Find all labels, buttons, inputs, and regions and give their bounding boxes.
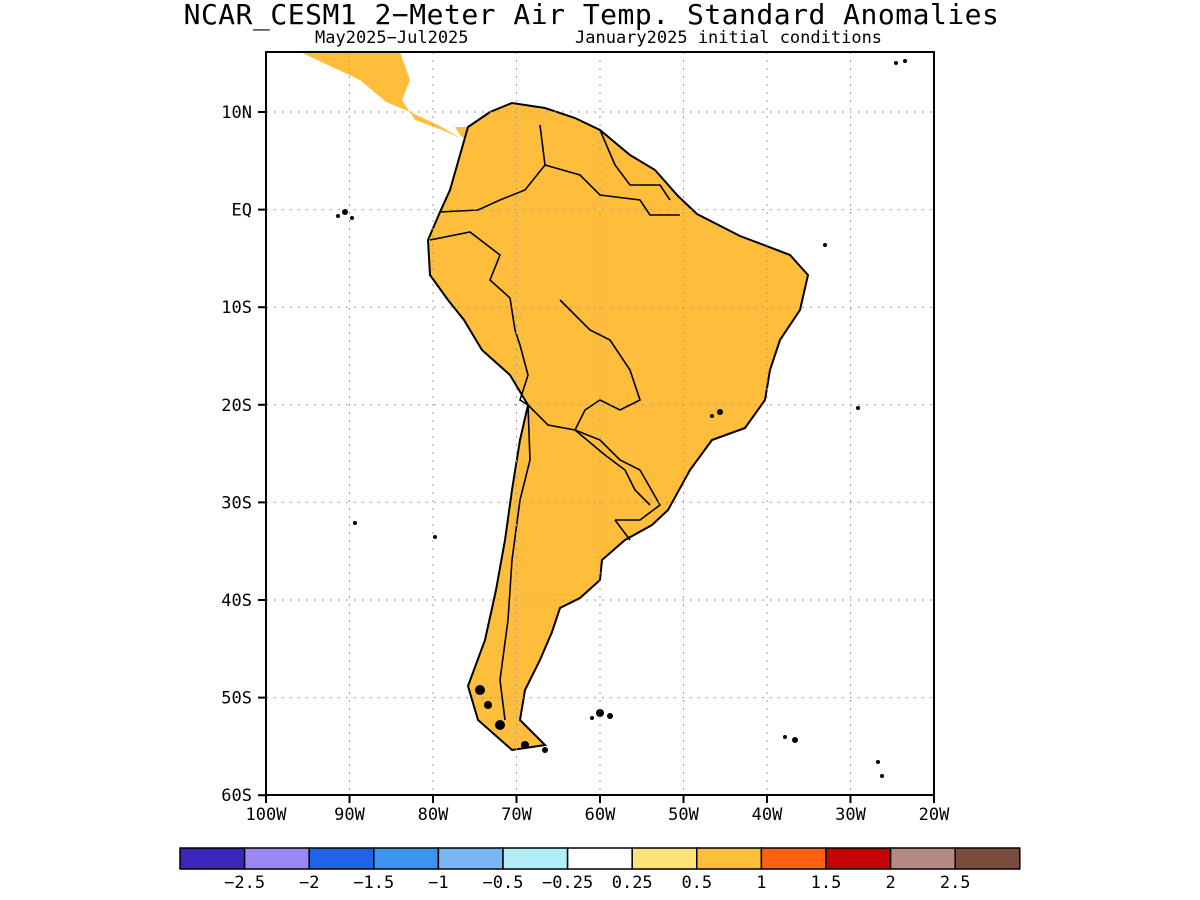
colorbar-swatch	[502, 847, 569, 870]
colorbar-swatch	[696, 847, 763, 870]
islands	[336, 59, 907, 778]
forecast-period: May2025−Jul2025	[315, 28, 469, 48]
map-title: NCAR_CESM1 2−Meter Air Temp. Standard An…	[183, 0, 1000, 31]
lon-label: 40W	[752, 805, 783, 825]
latitude-axis: 10N EQ 10S 20S 30S 40S 50S 60S	[221, 103, 266, 806]
colorbar-swatch	[825, 847, 892, 870]
colorbar-label: −0.5	[483, 873, 524, 893]
colorbar-label: −1.5	[353, 873, 394, 893]
lon-label: 60W	[585, 805, 616, 825]
longitude-axis: 100W 90W 80W 70W 60W 50W 40W 30W 20W	[246, 795, 950, 825]
colorbar-swatch	[308, 847, 375, 870]
lat-label: 20S	[221, 396, 252, 416]
lat-label: 10N	[221, 103, 252, 123]
lon-label: 70W	[501, 805, 532, 825]
colorbar-swatch	[954, 847, 1021, 870]
colorbar-swatch	[889, 847, 956, 870]
lat-label: 10S	[221, 298, 252, 318]
colorbar-swatch	[760, 847, 827, 870]
colorbar-swatch	[179, 847, 246, 870]
colorbar-swatch	[631, 847, 698, 870]
central-america-landmass	[300, 52, 460, 138]
lon-label: 20W	[919, 805, 950, 825]
colorbar-label: 2	[885, 873, 895, 893]
country-borders	[429, 124, 680, 721]
lat-label: 40S	[221, 591, 252, 611]
lat-label: 30S	[221, 493, 252, 513]
colorbar-label: −1	[428, 873, 448, 893]
colorbar-label: −0.25	[542, 873, 593, 893]
colorbar-label: 0.25	[612, 873, 653, 893]
colorbar-swatch	[243, 847, 310, 870]
lon-label: 30W	[835, 805, 866, 825]
colorbar-label: 2.5	[940, 873, 971, 893]
colorbar-swatch	[437, 847, 504, 870]
lon-label: 50W	[668, 805, 699, 825]
colorbar-label: −2.5	[224, 873, 265, 893]
lat-label: 50S	[221, 689, 252, 709]
colorbar-label: 1	[756, 873, 766, 893]
lat-label: EQ	[232, 201, 252, 221]
colorbar-swatch	[566, 847, 633, 870]
initial-conditions: January2025 initial conditions	[575, 28, 883, 48]
lon-label: 100W	[246, 805, 288, 825]
lon-label: 80W	[418, 805, 449, 825]
colorbar-swatch	[373, 847, 440, 870]
colorbar-label: 1.5	[811, 873, 842, 893]
lon-label: 90W	[334, 805, 365, 825]
colorbar: −2.5 −2 −1.5 −1 −0.5 −0.25 0.25 0.5 1 1.5 2 2.5	[179, 847, 1021, 893]
lat-label: 60S	[221, 786, 252, 806]
colorbar-label: 0.5	[681, 873, 712, 893]
colorbar-label: −2	[299, 873, 319, 893]
